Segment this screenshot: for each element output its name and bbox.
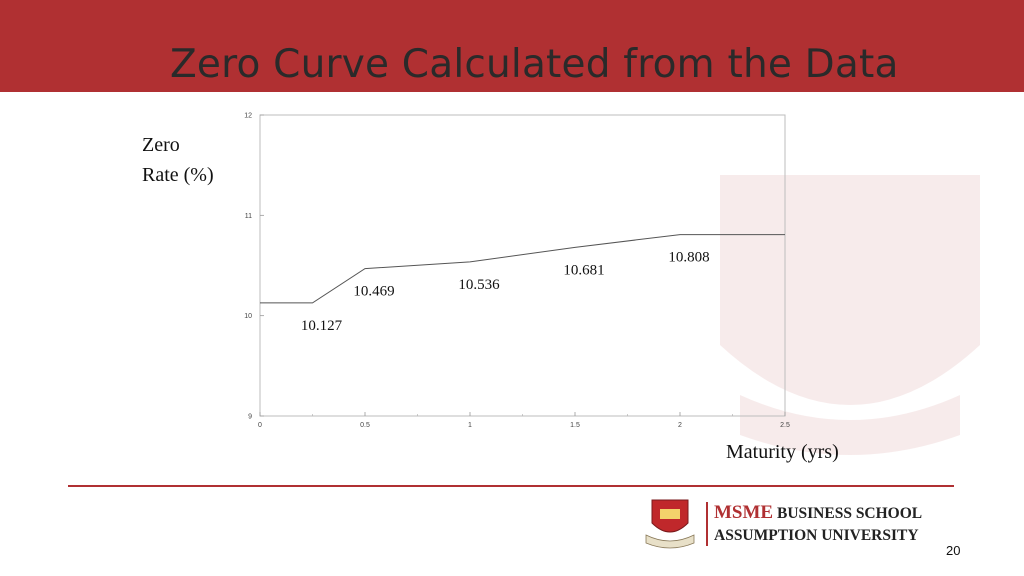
logo-university-name: ASSUMPTION UNIVERSITY <box>714 527 919 544</box>
x-tick-label: 1.5 <box>570 422 580 429</box>
footer-rule <box>68 485 954 487</box>
logo-business-school: BUSINESS SCHOOL <box>773 505 923 522</box>
logo-school-name: MSME BUSINESS SCHOOL <box>714 502 922 524</box>
y-axis-label: Zero Rate (%) <box>142 130 242 190</box>
data-label: 10.469 <box>353 284 394 300</box>
header-band <box>0 0 1024 92</box>
zero-curve-line <box>260 234 785 304</box>
y-tick-label: 10 <box>244 313 252 320</box>
x-axis-label: Maturity (yrs) <box>726 441 839 463</box>
logo-divider <box>706 502 708 546</box>
y-axis-label-line-2: Rate (%) <box>142 164 214 186</box>
y-tick-label: 11 <box>245 213 252 220</box>
university-crest-logo <box>645 499 695 549</box>
x-tick-label: 1 <box>468 422 472 429</box>
slide-title: Zero Curve Calculated from the Data <box>170 42 899 87</box>
data-label: 10.127 <box>301 318 343 334</box>
logo-msme: MSME <box>714 502 774 523</box>
x-tick-label: 2 <box>678 422 682 429</box>
x-tick-label: 2.5 <box>780 422 790 429</box>
y-axis-label-line-1: Zero <box>142 134 180 156</box>
y-tick-label: 12 <box>244 113 252 120</box>
data-label: 10.681 <box>563 262 604 278</box>
y-tick-label: 9 <box>248 414 252 421</box>
page-number: 20 <box>946 543 961 558</box>
data-label: 10.808 <box>668 250 709 266</box>
x-tick-label: 0 <box>258 422 262 429</box>
data-label: 10.536 <box>458 277 500 293</box>
x-tick-label: 0.5 <box>360 422 370 429</box>
